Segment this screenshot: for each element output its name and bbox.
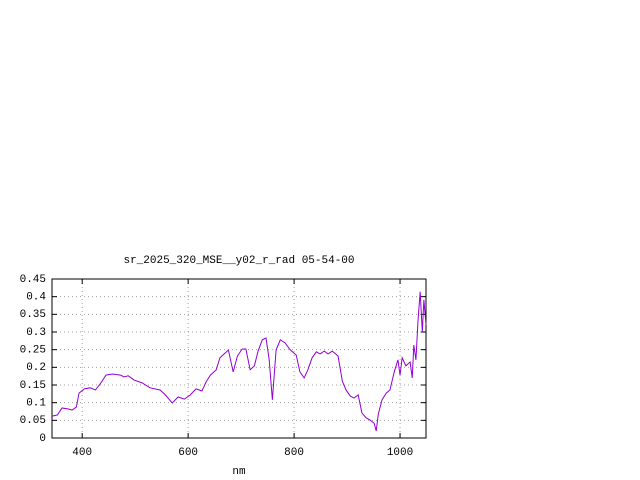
chart-title: sr_2025_320_MSE__y02_r_rad 05-54-00 <box>123 255 354 267</box>
y-tick-label: 0.25 <box>20 345 46 357</box>
y-tick-label: 0.2 <box>26 362 46 374</box>
y-tick-label: 0 <box>39 433 46 445</box>
y-tick-label: 0.15 <box>20 380 46 392</box>
y-tick-label: 0.35 <box>20 309 46 321</box>
x-tick-label: 1000 <box>387 447 413 459</box>
x-axis-label: nm <box>232 466 246 478</box>
y-tick-label: 0.45 <box>20 274 46 286</box>
x-tick-label: 400 <box>72 447 92 459</box>
y-tick-label: 0.3 <box>26 327 46 339</box>
data-line <box>51 291 427 432</box>
plot-border <box>51 278 427 439</box>
x-tick-label: 800 <box>284 447 304 459</box>
x-tick-label: 600 <box>178 447 198 459</box>
y-tick-label: 0.4 <box>26 292 46 304</box>
y-tick-label: 0.1 <box>26 398 46 410</box>
y-tick-label: 0.05 <box>20 415 46 427</box>
